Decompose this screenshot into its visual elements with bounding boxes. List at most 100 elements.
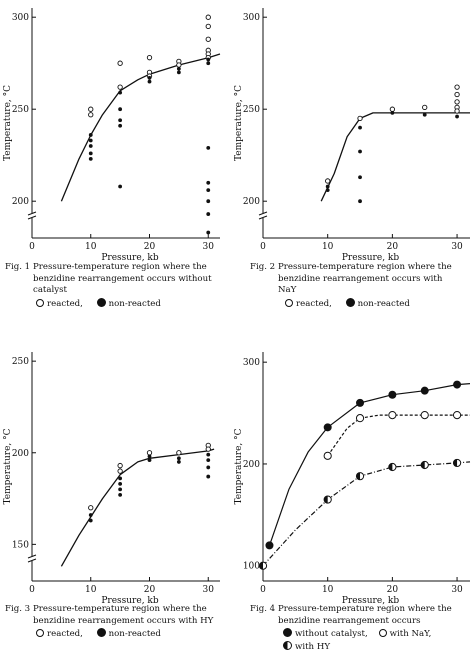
fig1-point-nonreacted	[88, 151, 93, 156]
open-circle-icon	[36, 299, 44, 307]
legend-fig3: reacted, non-reacted	[36, 628, 161, 641]
fig4-series-0-point	[453, 380, 462, 389]
fig3-axis-break	[27, 554, 37, 563]
fig3-point-nonreacted	[118, 492, 123, 497]
fig1-x-axis-label: Pressure, kb	[101, 253, 159, 263]
fig3-x-tick-label: 30	[203, 585, 215, 595]
fig1-chart: 0 10 20 30 200 250 300 Pressure, kb Temperature,…	[3, 8, 221, 263]
fig3-point-nonreacted	[88, 513, 93, 517]
fig2-caption-line-3: NaY	[278, 285, 297, 295]
open-circle-icon	[36, 629, 44, 637]
fig2-x-tick-label: 30	[451, 242, 463, 252]
fig2-point-reacted	[357, 115, 363, 122]
fig4-series-1-line	[327, 414, 470, 457]
fig1-point-nonreacted	[118, 118, 123, 123]
fig2-point-nonreacted	[358, 149, 362, 154]
fig1-point-nonreacted	[118, 184, 123, 189]
fig4-series-1-point	[355, 414, 365, 423]
fig2-point-nonreacted	[455, 114, 459, 119]
fig3-chart: 0 10 20 30 150 200 250 Pressure, kb Temperature,…	[3, 352, 220, 606]
fig1-point-reacted	[205, 23, 211, 30]
fig1-point-nonreacted	[147, 79, 152, 84]
fig1-point-nonreacted	[88, 133, 93, 137]
fig1-point-nonreacted	[206, 57, 211, 62]
fig3-x-tick-label: 0	[29, 585, 35, 595]
fig2-point-reacted	[454, 84, 460, 90]
fig1-x-tick-label: 10	[85, 242, 97, 252]
fig1-caption-line-1: Pressure-temperature region where the	[33, 262, 207, 272]
fig1-boundary-curve	[60, 53, 221, 202]
open-circle-icon	[378, 629, 387, 637]
fig4-series-0-point	[356, 398, 365, 407]
fig2-point-reacted	[454, 108, 460, 114]
fig1-y-tick-label: 250	[12, 105, 29, 115]
fig3-x-tick-label: 20	[144, 585, 156, 595]
fig2-point-reacted	[389, 106, 396, 112]
fig2-chart: 0 10 20 30 200 250 300 Pressure, kb Temperature,…	[234, 8, 470, 263]
fig4-y-tick-label: 200	[243, 460, 260, 470]
fig4-y-axis-label: Temperature, °C	[234, 428, 244, 504]
fig3-x-tick-label: 10	[85, 585, 97, 595]
fig4-legend-without-catalyst: without catalyst,	[295, 629, 368, 639]
fig4-y-tick-label: 100	[243, 562, 260, 572]
fig4-series-2-point	[258, 561, 268, 570]
fig4-series-2-point	[420, 460, 429, 470]
fig2-boundary-curve	[320, 112, 470, 202]
fig4-series-1-point	[388, 411, 397, 420]
fig3-boundary-curve	[60, 448, 215, 567]
fig3-point-reacted	[117, 468, 123, 474]
fig3-y-tick-label: 250	[12, 357, 29, 367]
fig1-point-nonreacted	[206, 145, 211, 150]
fig1-x-tick-label: 0	[29, 242, 35, 252]
fig4-x-tick-label: 20	[387, 585, 399, 595]
fig4-series-0-point	[323, 423, 332, 432]
fig3-point-nonreacted	[176, 460, 181, 464]
fig2-axis-break	[258, 211, 268, 220]
fig2-point-nonreacted	[390, 110, 395, 115]
fig3-point-nonreacted	[118, 487, 123, 492]
fig3-x-axis-label: Pressure, kb	[101, 596, 159, 606]
fig1-point-nonreacted	[118, 90, 123, 95]
filled-circle-icon	[345, 298, 355, 307]
fig2-y-tick-label: 200	[243, 197, 260, 207]
fig2-point-reacted	[454, 99, 460, 105]
fig4-series-2-point	[388, 462, 397, 472]
fig4-chart: 0 10 20 30 100 200 300 Pressure, kb Temperature,…	[234, 352, 471, 606]
caption-fig1: Fig. 1 Pressure-temperature region where …	[5, 262, 212, 297]
fig4-y-tick-label: 300	[243, 358, 260, 368]
fig1-axis-break-gap	[29, 213, 35, 218]
fig2-x-tick-label: 0	[260, 242, 266, 252]
fig1-legend-reacted: reacted,	[47, 299, 83, 309]
caption-fig2: Fig. 2 Pressure-temperature region where …	[250, 262, 452, 297]
fig1-point-nonreacted	[118, 107, 123, 112]
fig2-point-nonreacted	[358, 125, 362, 130]
fig4-legend-with-hy: with HY	[295, 642, 330, 652]
fig3-point-nonreacted	[206, 465, 211, 470]
fig2-y-tick-label: 250	[243, 105, 260, 115]
fig4-series-2-point-half	[259, 562, 263, 570]
fig3-axis-break-gap	[29, 556, 35, 561]
fig4-series-1-point	[420, 411, 429, 420]
open-circle-icon	[285, 299, 293, 307]
fig3-point-nonreacted	[118, 476, 123, 481]
fig3-point-nonreacted	[118, 482, 123, 486]
legend-fig4: without catalyst, with NaY,	[283, 628, 431, 641]
fig1-point-reacted	[205, 36, 211, 42]
fig2-x-axis-label: Pressure, kb	[342, 253, 400, 263]
fig1-legend-nonreacted: non-reacted	[108, 299, 161, 309]
fig1-point-reacted	[88, 106, 94, 112]
fig3-point-reacted	[205, 446, 211, 452]
fig4-series-0-point	[420, 386, 429, 395]
fig3-point-reacted	[117, 462, 123, 469]
fig1-point-reacted	[117, 60, 123, 66]
fig4-series-2-point	[323, 495, 332, 504]
fig1-point-nonreacted	[206, 180, 211, 185]
fig2-point-nonreacted	[358, 199, 362, 204]
fig2-caption-line-2: benzidine rearrangement occurs with	[278, 273, 443, 284]
fig3-caption-line-1: Pressure-temperature region where the	[33, 604, 207, 614]
fig1-axis-break	[27, 211, 37, 220]
fig1-point-nonreacted	[147, 76, 152, 80]
legend-fig1: reacted, non-reacted	[36, 298, 161, 311]
fig1-caption-line-2: benzidine rearrangement occurs without	[33, 273, 212, 284]
